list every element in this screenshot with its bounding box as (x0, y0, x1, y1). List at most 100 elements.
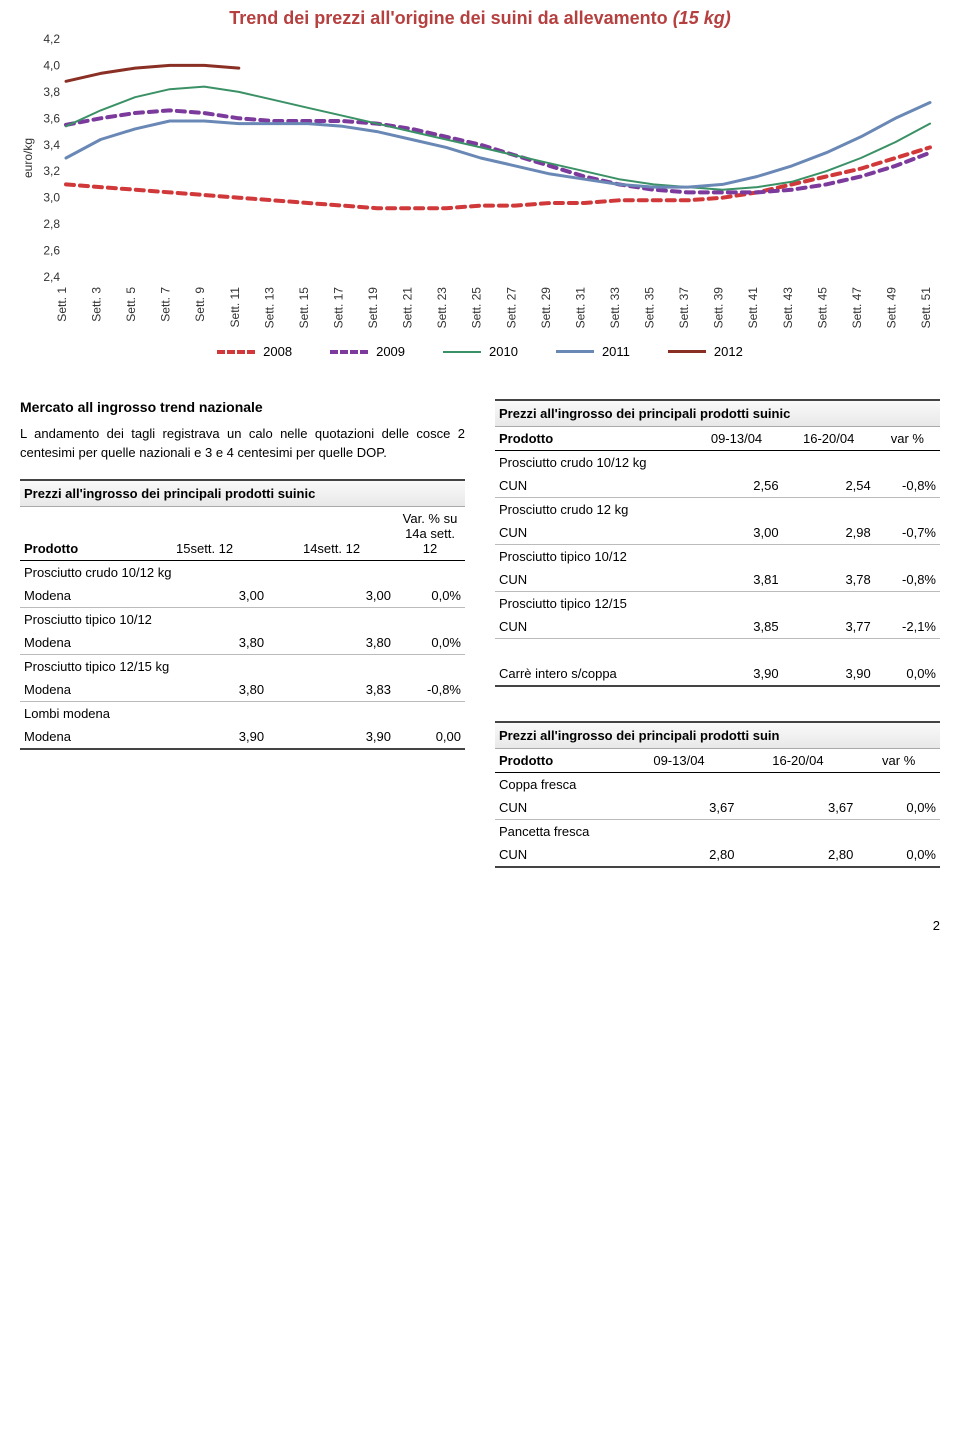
cell-label: Modena (20, 678, 141, 702)
svg-text:Sett. 21: Sett. 21 (401, 287, 415, 329)
legend-item: 2010 (443, 344, 518, 359)
chart-canvas: 4,24,03,83,63,43,23,02,82,62,4euro/kgSet… (20, 33, 940, 333)
svg-text:Sett. 43: Sett. 43 (781, 287, 795, 329)
blank-cell (495, 639, 940, 663)
section-cell: Prosciutto tipico 12/15 (495, 592, 940, 616)
svg-text:Sett. 29: Sett. 29 (539, 287, 553, 329)
cell-v2: 3,90 (268, 725, 395, 749)
table-row: Modena3,803,800,0% (20, 631, 465, 655)
cell-v1: 3,00 (690, 521, 782, 545)
svg-text:Sett. 25: Sett. 25 (470, 287, 484, 329)
chart-title-sub: (15 kg) (673, 8, 731, 28)
table-row: CUN2,562,54-0,8% (495, 474, 940, 498)
page-number: 2 (20, 918, 940, 933)
right-column: Prezzi all'ingrosso dei principali prodo… (495, 399, 940, 888)
cell-v3: 0,0% (395, 584, 465, 608)
svg-text:2,6: 2,6 (43, 244, 60, 258)
legend-item: 2009 (330, 344, 405, 359)
col-var: var % (875, 427, 940, 451)
table-row: Prosciutto tipico 10/12 (495, 545, 940, 569)
col-d1: 09-13/04 (690, 427, 782, 451)
svg-text:4,2: 4,2 (43, 33, 60, 46)
cell-v3: -0,8% (875, 568, 940, 592)
cell-v3: -0,8% (875, 474, 940, 498)
svg-text:Sett. 51: Sett. 51 (919, 287, 933, 329)
svg-text:3,2: 3,2 (43, 164, 60, 178)
legend-label: 2010 (489, 344, 518, 359)
svg-text:Sett. 45: Sett. 45 (815, 287, 829, 329)
cell-v2: 2,80 (738, 843, 857, 867)
cell-v1: 3,80 (141, 631, 268, 655)
table-row: Carrè intero s/coppa3,903,900,0% (495, 662, 940, 686)
svg-text:Sett. 9: Sett. 9 (193, 287, 207, 322)
section-cell: Lombi modena (20, 701, 465, 725)
legend-item: 2012 (668, 344, 743, 359)
cell-v3: 0,0% (857, 843, 940, 867)
chart-title: Trend dei prezzi all'origine dei suini d… (20, 0, 940, 33)
cell-label: CUN (495, 521, 690, 545)
legend-label: 2012 (714, 344, 743, 359)
table-row: Modena3,003,000,0% (20, 584, 465, 608)
cell-v3: 0,0% (857, 796, 940, 820)
table-title: Prezzi all'ingrosso dei principali prodo… (495, 721, 940, 749)
cell-v3: 0,00 (395, 725, 465, 749)
svg-text:Sett. 35: Sett. 35 (643, 287, 657, 329)
table-row: Prosciutto tipico 12/15 kg (20, 654, 465, 678)
legend-swatch (556, 350, 594, 353)
section-cell: Prosciutto crudo 10/12 kg (20, 560, 465, 584)
col-14sett: 14sett. 12 (268, 507, 395, 561)
cell-v1: 2,80 (620, 843, 739, 867)
svg-text:2,4: 2,4 (43, 270, 60, 284)
svg-text:Sett. 37: Sett. 37 (677, 287, 691, 329)
section-heading: Mercato all ingrosso trend nazionale (20, 399, 465, 415)
table-row: Prosciutto tipico 10/12 (20, 607, 465, 631)
svg-text:Sett. 27: Sett. 27 (504, 287, 518, 329)
svg-text:Sett. 33: Sett. 33 (608, 287, 622, 329)
cell-v1: 2,56 (690, 474, 782, 498)
table-row: CUN3,813,78-0,8% (495, 568, 940, 592)
price-trend-chart: Trend dei prezzi all'origine dei suini d… (20, 0, 940, 359)
table-row: CUN3,002,98-0,7% (495, 521, 940, 545)
cell-v1: 3,80 (141, 678, 268, 702)
legend-label: 2009 (376, 344, 405, 359)
table-header-row: Prodotto 09-13/04 16-20/04 var % (495, 749, 940, 773)
section-cell: Pancetta fresca (495, 820, 940, 844)
right-top-table: Prodotto 09-13/04 16-20/04 var % Prosciu… (495, 427, 940, 687)
cell-label: Carrè intero s/coppa (495, 662, 690, 686)
svg-text:euro/kg: euro/kg (21, 138, 35, 178)
cell-v1: 3,67 (620, 796, 739, 820)
svg-text:Sett. 11: Sett. 11 (228, 287, 242, 328)
legend-label: 2008 (263, 344, 292, 359)
section-cell: Coppa fresca (495, 773, 940, 797)
cell-v3: -2,1% (875, 615, 940, 639)
cell-v1: 3,85 (690, 615, 782, 639)
body-paragraph: L andamento dei tagli registrava un calo… (20, 425, 465, 463)
col-prodotto: Prodotto (20, 507, 141, 561)
cell-label: CUN (495, 474, 690, 498)
table-header-row: Prodotto 15sett. 12 14sett. 12 Var. % su… (20, 507, 465, 561)
table-row: Modena3,903,900,00 (20, 725, 465, 749)
cell-label: Modena (20, 725, 141, 749)
svg-text:3,0: 3,0 (43, 191, 60, 205)
svg-text:Sett. 17: Sett. 17 (331, 287, 345, 329)
legend-swatch (217, 350, 255, 354)
table-row: Pancetta fresca (495, 820, 940, 844)
cell-v2: 2,98 (783, 521, 875, 545)
section-cell: Prosciutto tipico 10/12 (495, 545, 940, 569)
table-row: CUN3,673,670,0% (495, 796, 940, 820)
table-row: Coppa fresca (495, 773, 940, 797)
legend-label: 2011 (602, 344, 630, 359)
legend-swatch (330, 350, 368, 354)
chart-legend: 2008 2009 2010 2011 2012 (20, 336, 940, 359)
content-columns: Mercato all ingrosso trend nazionale L a… (20, 399, 940, 888)
cell-label: Modena (20, 631, 141, 655)
section-cell: Prosciutto crudo 10/12 kg (495, 451, 940, 475)
section-cell: Prosciutto tipico 12/15 kg (20, 654, 465, 678)
svg-text:Sett. 15: Sett. 15 (297, 287, 311, 329)
table-row: Prosciutto crudo 10/12 kg (495, 451, 940, 475)
table-row: Prosciutto crudo 10/12 kg (20, 560, 465, 584)
col-prodotto: Prodotto (495, 427, 690, 451)
svg-text:Sett. 1: Sett. 1 (55, 287, 69, 322)
cell-v1: 3,90 (690, 662, 782, 686)
cell-v1: 3,90 (141, 725, 268, 749)
